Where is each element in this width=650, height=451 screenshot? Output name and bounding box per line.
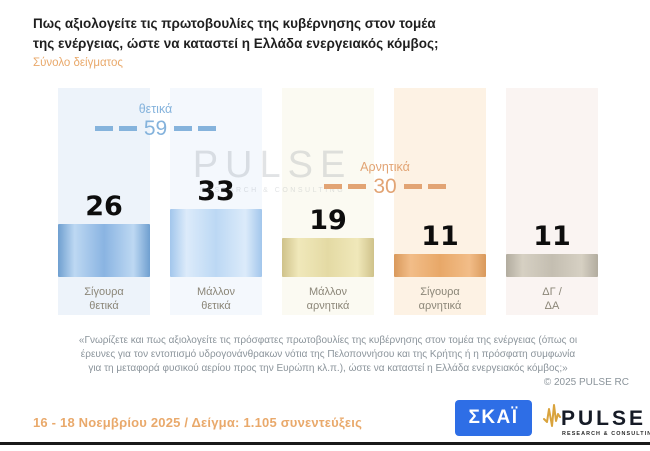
aggregate-negative: Αρνητικά 30 [310,160,460,198]
pulse-logo-subtext: RESEARCH & CONSULTING [562,431,650,437]
bar-value: 33 [197,176,235,207]
bar-area: 26 [58,88,150,277]
bar-value: 11 [533,221,571,252]
bar-category-label: ΔΓ / ΔΑ [506,277,598,315]
dash-line-right [403,184,446,190]
bar-area: 11 [506,88,598,277]
category-line-1: Μάλλον [197,286,235,298]
bottom-divider [0,442,650,445]
title-line-2: της ενέργειας, ώστε να καταστεί η Ελλάδα… [33,35,439,51]
bar-area: 19 [282,88,374,277]
bar-column-sigoura-arnitika: 11 Σίγουρα αρνητικά [394,88,486,315]
footnote-line-2: έρευνες για τον εντοπισμό υδρογονάνθρακω… [80,348,576,360]
bar-area: 33 [170,88,262,277]
category-line-1: ΔΓ / [542,286,562,298]
bar-category-label: Σίγουρα αρνητικά [394,277,486,315]
aggregate-negative-label: Αρνητικά [360,160,410,174]
bar-column-mallon-thetika: 33 Μάλλον θετικά [170,88,262,315]
aggregate-negative-value: 30 [373,175,397,198]
category-line-2: αρνητικά [418,300,462,313]
title-line-1: Πως αξιολογείτε τις πρωτοβουλίες της κυβ… [33,16,436,31]
aggregate-positive-value: 59 [143,117,168,140]
page-title: Πως αξιολογείτε τις πρωτοβουλίες της κυβ… [33,14,593,53]
survey-date-sample: 16 - 18 Νοεμβρίου 2025 / Δείγμα: 1.105 σ… [33,415,363,430]
category-line-1: Σίγουρα [84,286,124,298]
pulse-logo-text: PULSE [561,407,647,430]
category-line-1: Σίγουρα [420,286,460,298]
bar-area: 11 [394,88,486,277]
aggregate-positive: θετικά 59 [83,102,228,140]
sample-subtitle: Σύνολο δείγματος [33,57,123,69]
pulse-logo: PULSE RESEARCH & CONSULTING [543,399,650,439]
bar-value: 11 [421,221,459,252]
bar [58,224,150,277]
bar [282,238,374,277]
pulse-logo-bottom: RESEARCH & CONSULTING [562,431,650,437]
aggregate-negative-row: 30 [310,175,460,198]
dash-line-left [324,184,367,190]
bar-chart: 26 Σίγουρα θετικά 33 Μάλλον θετικά 19 [58,88,598,315]
bar-column-mallon-arnitika: 19 Μάλλον αρνητικά [282,88,374,315]
bar-value: 19 [309,205,347,236]
category-line-2: ΔΑ [544,300,560,313]
category-line-1: Μάλλον [309,286,347,298]
aggregate-positive-row: 59 [83,117,228,140]
bar-category-label: Σίγουρα θετικά [58,277,150,315]
pulse-waveform-icon [543,404,561,427]
footnote: «Γνωρίζετε και πως αξιολογείτε τις πρόσφ… [25,334,631,390]
pulse-logo-top: PULSE [543,399,643,429]
bar-category-label: Μάλλον αρνητικά [282,277,374,315]
dash-line-right [174,126,217,132]
category-line-2: αρνητικά [306,300,350,313]
aggregate-positive-label: θετικά [138,102,173,116]
copyright-text: © 2025 PULSE RC [543,377,629,389]
bar [170,209,262,277]
bar-value: 26 [85,191,123,222]
footnote-line-1: «Γνωρίζετε και πως αξιολογείτε τις πρόσφ… [78,335,578,346]
dash-line-left [94,126,137,132]
category-line-2: θετικά [201,300,231,313]
bar [506,254,598,277]
category-line-2: θετικά [89,300,119,313]
skai-logo: ΣΚΑΪ [455,400,532,436]
bar-column-dg-da: 11 ΔΓ / ΔΑ [506,88,598,315]
bar [394,254,486,277]
skai-logo-text: ΣΚΑΪ [468,407,519,428]
bar-category-label: Μάλλον θετικά [170,277,262,315]
footnote-line-3: για τη μεταφορά φυσικού αερίου προς την … [88,362,568,374]
bar-column-sigoura-thetika: 26 Σίγουρα θετικά [58,88,150,315]
